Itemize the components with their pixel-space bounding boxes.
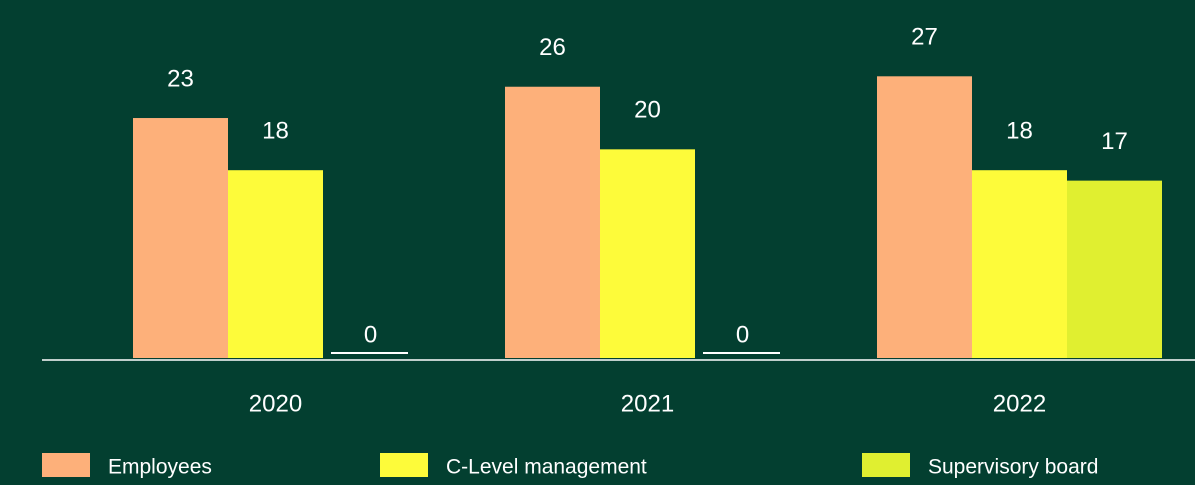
bar (600, 149, 695, 358)
legend-swatch (42, 453, 90, 477)
value-label: 17 (1101, 128, 1128, 155)
bar (877, 76, 972, 359)
value-label: 26 (539, 34, 566, 61)
x-tick-label: 2022 (993, 390, 1046, 417)
value-label: 18 (1006, 118, 1033, 145)
legend-label: C-Level management (446, 456, 647, 479)
legend: Employees C-Level management Supervisory b… (42, 453, 1098, 479)
legend-swatch (862, 453, 910, 477)
legend-swatch (380, 453, 428, 477)
bar (505, 86, 600, 358)
value-label: 20 (634, 97, 661, 124)
x-tick-label: 2021 (621, 390, 674, 417)
bar (1067, 180, 1162, 358)
bar (133, 118, 228, 359)
bar (972, 170, 1067, 358)
legend-label: Employees (108, 456, 212, 479)
value-label: 23 (167, 65, 194, 92)
value-label: 0 (364, 321, 377, 348)
legend-label: Supervisory board (928, 456, 1098, 479)
bar (228, 170, 323, 358)
value-label: 27 (911, 24, 938, 51)
value-label: 0 (736, 321, 749, 348)
value-label: 18 (262, 118, 289, 145)
x-tick-label: 2020 (249, 390, 302, 417)
